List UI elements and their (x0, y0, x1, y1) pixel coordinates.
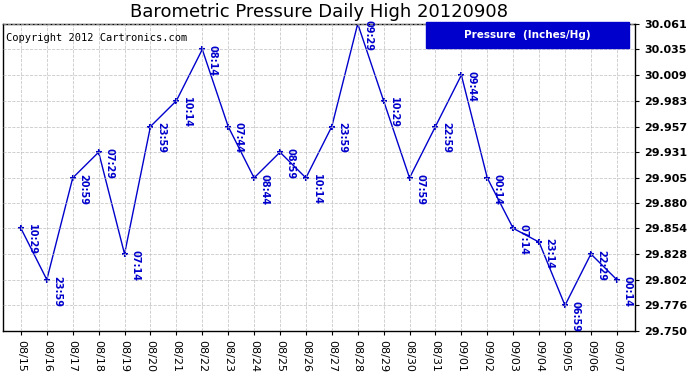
Text: 08:44: 08:44 (259, 174, 270, 205)
Text: 23:59: 23:59 (52, 276, 62, 306)
Text: Pressure  (Inches/Hg): Pressure (Inches/Hg) (464, 30, 591, 40)
Text: 07:29: 07:29 (104, 148, 114, 179)
FancyBboxPatch shape (426, 22, 629, 48)
Text: 23:59: 23:59 (156, 122, 166, 153)
Text: 10:29: 10:29 (26, 224, 37, 255)
Text: 00:14: 00:14 (493, 174, 503, 205)
Text: 06:59: 06:59 (571, 301, 580, 332)
Text: 08:14: 08:14 (208, 45, 218, 76)
Text: 20:59: 20:59 (78, 174, 88, 205)
Text: 07:59: 07:59 (415, 174, 425, 205)
Text: 00:14: 00:14 (622, 276, 632, 306)
Text: 09:29: 09:29 (363, 20, 373, 51)
Text: 22:59: 22:59 (441, 122, 451, 153)
Text: 10:29: 10:29 (389, 97, 400, 128)
Text: 23:59: 23:59 (337, 122, 347, 153)
Text: 10:14: 10:14 (311, 174, 322, 205)
Text: 23:14: 23:14 (544, 238, 555, 269)
Text: Copyright 2012 Cartronics.com: Copyright 2012 Cartronics.com (6, 33, 187, 43)
Text: 08:59: 08:59 (286, 148, 295, 179)
Text: 07:14: 07:14 (519, 224, 529, 255)
Text: 07:14: 07:14 (130, 250, 140, 281)
Text: 07:44: 07:44 (234, 122, 244, 153)
Text: 09:44: 09:44 (467, 71, 477, 102)
Text: 22:29: 22:29 (596, 250, 607, 281)
Text: 10:14: 10:14 (182, 97, 192, 128)
Title: Barometric Pressure Daily High 20120908: Barometric Pressure Daily High 20120908 (130, 3, 508, 21)
